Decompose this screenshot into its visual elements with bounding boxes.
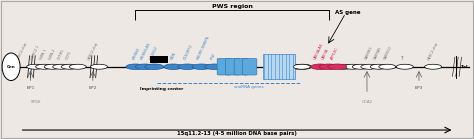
Circle shape	[27, 64, 44, 69]
Text: MKRN3-AS: MKRN3-AS	[140, 42, 152, 61]
Circle shape	[229, 64, 246, 69]
Text: NDN: NDN	[170, 51, 177, 61]
Text: HERC2-dup: HERC2-dup	[427, 41, 439, 61]
Circle shape	[164, 64, 182, 70]
Text: BP2: BP2	[89, 86, 97, 90]
Text: GABRB3: GABRB3	[364, 46, 374, 61]
Circle shape	[379, 64, 396, 69]
Bar	[150, 56, 168, 63]
Text: NIPA 2: NIPA 2	[48, 49, 56, 61]
Text: OCA2: OCA2	[362, 100, 373, 104]
Text: ATP10C: ATP10C	[330, 47, 339, 61]
Circle shape	[145, 64, 164, 70]
Text: GCP5: GCP5	[65, 50, 73, 61]
Circle shape	[425, 64, 442, 69]
Text: MKRN3: MKRN3	[132, 47, 141, 61]
Text: C15ORF2: C15ORF2	[183, 44, 193, 61]
Circle shape	[344, 64, 361, 69]
FancyBboxPatch shape	[217, 59, 231, 75]
Text: snoRNA genes: snoRNA genes	[234, 85, 264, 89]
Ellipse shape	[2, 53, 20, 80]
Text: HERC2-dup: HERC2-dup	[87, 41, 99, 61]
Circle shape	[352, 64, 369, 69]
Circle shape	[295, 64, 312, 69]
Circle shape	[192, 64, 211, 70]
Circle shape	[311, 64, 329, 70]
Circle shape	[69, 64, 86, 69]
FancyBboxPatch shape	[234, 59, 248, 75]
Bar	[263, 54, 295, 79]
Circle shape	[44, 64, 61, 69]
Text: MAGEL2: MAGEL2	[149, 45, 159, 61]
Circle shape	[319, 64, 338, 70]
FancyBboxPatch shape	[226, 59, 240, 75]
Circle shape	[91, 64, 108, 69]
Text: CYFIP1: CYFIP1	[56, 48, 65, 61]
Circle shape	[328, 64, 346, 70]
FancyBboxPatch shape	[243, 59, 257, 75]
Circle shape	[61, 64, 78, 69]
Circle shape	[293, 64, 310, 69]
Text: Tel: Tel	[462, 65, 468, 69]
Text: NIPA 1: NIPA 1	[40, 49, 48, 61]
Text: UBE3A: UBE3A	[321, 48, 330, 61]
Text: GABRG3: GABRG3	[383, 45, 392, 61]
Text: 15q11.2-13 (4·5 million DNA base pairs): 15q11.2-13 (4·5 million DNA base pairs)	[177, 131, 297, 136]
Circle shape	[286, 64, 303, 69]
Circle shape	[361, 64, 378, 69]
Text: Imprinting center: Imprinting center	[140, 87, 183, 91]
Circle shape	[53, 64, 70, 69]
Circle shape	[126, 64, 145, 70]
Circle shape	[335, 64, 352, 69]
Circle shape	[205, 64, 224, 70]
Circle shape	[178, 64, 197, 70]
Text: HERC2 1: HERC2 1	[31, 45, 41, 61]
Text: BP1: BP1	[26, 86, 35, 90]
Text: SNURF-SNRPN: SNURF-SNRPN	[196, 35, 211, 61]
Circle shape	[136, 64, 155, 70]
Text: GABRA5: GABRA5	[373, 46, 383, 61]
Text: IPW: IPW	[210, 53, 216, 61]
Circle shape	[370, 64, 387, 69]
Circle shape	[36, 64, 53, 69]
Circle shape	[396, 64, 413, 69]
Text: UBE3A-AS: UBE3A-AS	[313, 42, 324, 61]
Text: AS gene: AS gene	[335, 10, 361, 15]
Text: BP3: BP3	[415, 86, 423, 90]
Text: Cen: Cen	[7, 65, 16, 69]
Text: PWS region: PWS region	[212, 4, 253, 9]
Text: SPG6: SPG6	[31, 100, 41, 104]
Text: IC: IC	[166, 65, 171, 70]
Text: HERC2-dup: HERC2-dup	[16, 41, 28, 61]
Text: ?: ?	[401, 56, 404, 61]
